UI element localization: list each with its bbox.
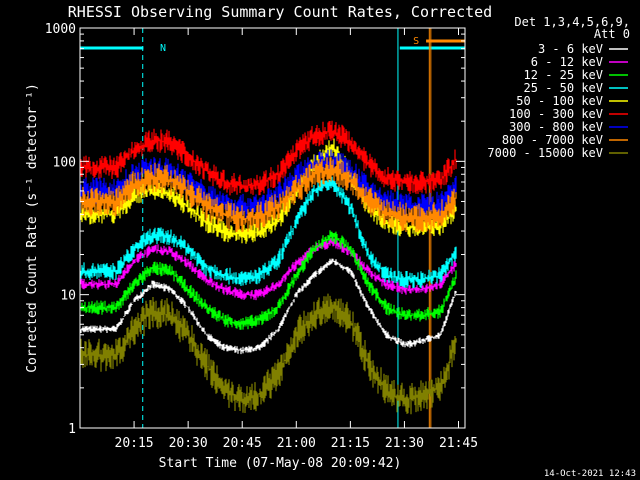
legend-label-4: 50 - 100 keV [516, 94, 603, 108]
series-trace-7 [80, 157, 457, 233]
axis-ticks: 20:15 20:30 20:45 21:00 21:15 21:30 21:45 1 10 10… [45, 22, 478, 451]
legend-label-6: 300 - 800 keV [509, 120, 603, 134]
series-trace-8 [80, 293, 457, 415]
legend-label-0: 3 - 6 keV [538, 42, 603, 56]
y-axis-label: Corrected Count Rate (s⁻¹ detector⁻¹) [25, 83, 40, 373]
legend-label-5: 100 - 300 keV [509, 107, 603, 121]
x-tick-label-3: 21:00 [277, 436, 316, 451]
x-tick-label-0: 20:15 [115, 436, 154, 451]
night-marker: N [160, 43, 166, 54]
series-trace-0 [80, 258, 457, 355]
series-layer [80, 120, 457, 415]
legend-label-3: 25 - 50 keV [524, 81, 603, 95]
x-tick-label-5: 21:30 [385, 436, 424, 451]
y-tick-label-2: 100 [53, 155, 76, 170]
legend-label-2: 12 - 25 keV [524, 68, 603, 82]
x-tick-label-1: 20:30 [169, 436, 208, 451]
x-axis-label: Start Time (07-May-08 20:09:42) [159, 456, 402, 471]
saa-marker: S [413, 36, 419, 47]
x-tick-label-4: 21:15 [331, 436, 370, 451]
x-tick-label-2: 20:45 [223, 436, 262, 451]
x-tick-label-6: 21:45 [439, 436, 478, 451]
legend-header-line-2: Att 0 [594, 27, 630, 41]
legend-label-1: 6 - 12 keV [531, 55, 603, 69]
legend-header-line-1: Det 1,3,4,5,6,9, [514, 15, 630, 29]
chart-title: RHESSI Observing Summary Count Rates, Co… [68, 3, 492, 21]
legend-label-7: 800 - 7000 keV [502, 133, 603, 147]
plot-frame [79, 27, 466, 429]
legend-label-8: 7000 - 15000 keV [487, 146, 603, 160]
series-trace-1 [80, 236, 457, 301]
y-tick-label-0: 1 [68, 422, 76, 437]
y-tick-label-1: 10 [60, 289, 76, 304]
series-trace-3 [80, 175, 457, 289]
y-tick-label-3: 1000 [45, 22, 76, 37]
timestamp: 14-Oct-2021 12:43 [544, 469, 636, 479]
